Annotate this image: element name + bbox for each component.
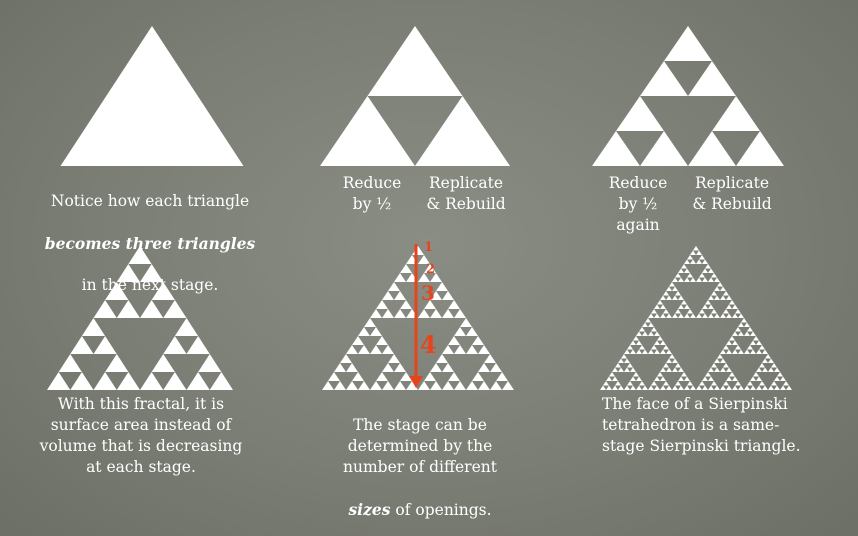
caption-surface-area: With this fractal, it is surface area in…	[39, 395, 243, 476]
caption-stage-count: The stage can be determined by the numbe…	[310, 394, 530, 521]
stage-marker-2: 2	[426, 262, 436, 277]
caption-stage-0-emphasis: becomes three triangles	[44, 234, 256, 253]
caption-stage-0-line-1: Notice how each triangle	[50, 192, 250, 210]
stage-1-triangle	[320, 26, 510, 166]
caption-tetrahedron: The face of a Sierpinski tetrahedron is …	[602, 395, 801, 455]
caption-stage-count-end: of openings.	[390, 501, 492, 519]
stage-marker-1: 1	[424, 240, 434, 255]
stage-4-triangle	[322, 246, 514, 390]
caption-reduce-2: Reduce by ½ again	[608, 174, 668, 234]
stage-3-triangle	[47, 246, 233, 390]
stage-2-triangle	[592, 26, 784, 166]
stage-5-triangle	[600, 246, 792, 390]
caption-reduce-1: Reduce by ½	[342, 174, 402, 213]
stage-marker-3: 3	[421, 281, 435, 305]
stage-arrow-head	[409, 376, 423, 388]
caption-stage-0: Notice how each triangle becomes three t…	[30, 170, 270, 317]
caption-stage-count-text: The stage can be determined by the numbe…	[343, 416, 497, 476]
stage-marker-4: 4	[420, 330, 437, 359]
caption-stage-0-line-3: in the next stage.	[81, 276, 219, 294]
caption-replicate-1: Replicate & Rebuild	[426, 174, 506, 213]
stage-0-triangle	[60, 26, 244, 166]
caption-replicate-2: Replicate & Rebuild	[692, 174, 772, 213]
caption-stage-count-emphasis: sizes	[348, 500, 391, 519]
